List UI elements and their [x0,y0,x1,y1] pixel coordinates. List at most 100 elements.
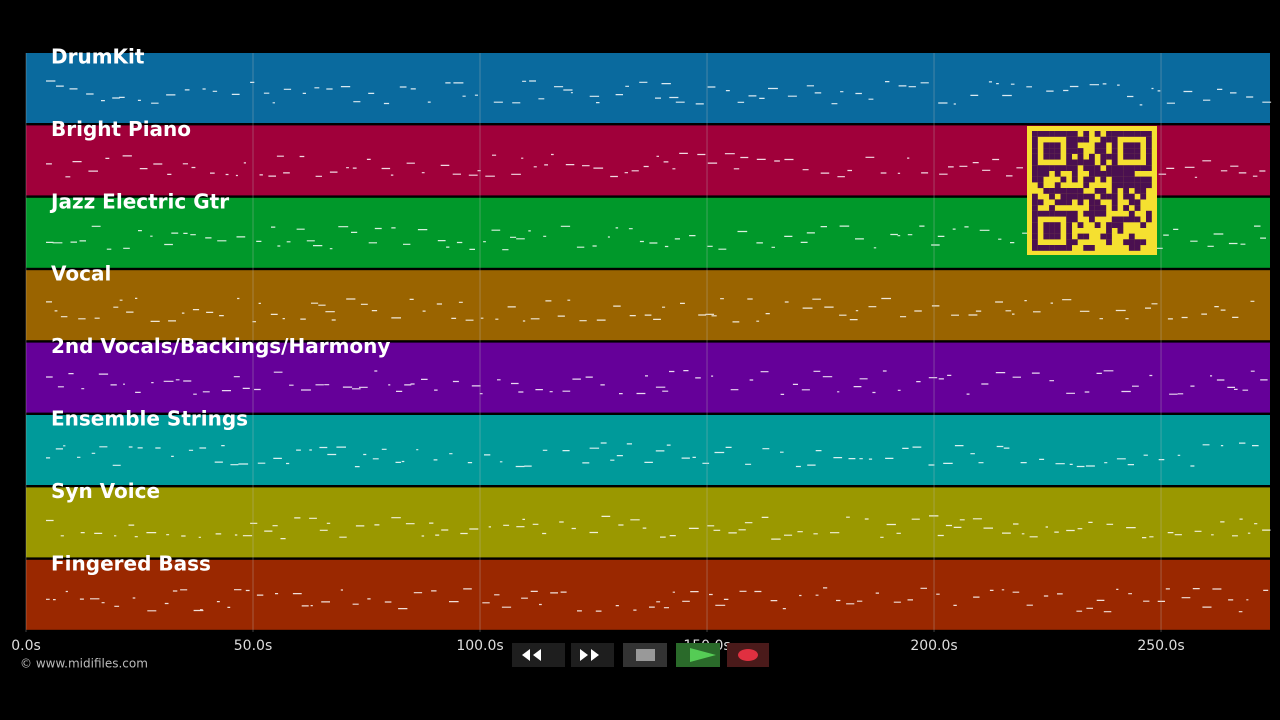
qr-cell [1140,193,1147,200]
qr-cell [1094,222,1101,228]
tick-label: 100.0s [456,638,503,654]
qr-cell [1128,193,1135,200]
qr-cell [1066,199,1072,206]
qr-cell [1128,239,1135,246]
qr-cell [1049,153,1055,160]
qr-cell [1083,165,1090,171]
qr-cell [1060,176,1067,183]
qr-cell [1134,131,1141,137]
track-lane [26,415,1270,485]
qr-cell [1106,239,1112,246]
notes [46,515,1271,540]
qr-cell [1094,148,1101,154]
qr-cell [1060,245,1067,251]
qr-cell [1037,131,1044,137]
qr-cell [1094,142,1101,149]
qr-cell [1054,245,1061,251]
qr-cell [1049,205,1055,211]
qr-cell [1043,131,1050,137]
qr-cell [1123,188,1129,194]
qr-cell [1100,188,1107,194]
qr-cell [1071,142,1078,149]
qr-cell [1066,245,1072,251]
qr-cell [1043,245,1050,251]
qr-cell [1032,142,1038,149]
qr-cell [1123,239,1129,246]
qr-cell [1146,153,1152,160]
qr-cell [1111,159,1118,166]
track-lane [26,487,1270,558]
qr-cell [1083,245,1090,251]
qr-cell [1071,176,1078,183]
qr-cell [1123,176,1129,183]
qr-cell [1049,165,1055,171]
qr-cell [1032,136,1038,143]
notes [46,297,1255,323]
qr-cell [1100,210,1107,217]
qr-cell [1060,131,1067,137]
qr-cell [1043,210,1050,217]
qr-cell [1117,216,1124,223]
qr-cell [1111,170,1118,177]
qr-cell [1146,159,1152,166]
qr-cell [1043,188,1050,194]
play-button[interactable] [676,643,720,667]
qr-cell [1146,216,1152,223]
qr-cell [1077,233,1084,240]
qr-cell [1094,188,1101,194]
track-label: Ensemble Strings [51,407,248,431]
rewind-button[interactable] [512,643,565,667]
qr-cell [1134,153,1141,160]
qr-cell [1134,182,1141,189]
qr-cell [1111,222,1118,228]
qr-cell [1054,170,1061,177]
qr-cell [1123,193,1129,200]
qr-cell [1049,245,1055,251]
qr-cell [1083,176,1090,183]
qr-cell [1032,176,1038,183]
track-label: DrumKit [51,45,145,69]
stop-button[interactable] [623,643,667,667]
qr-cell [1066,193,1072,200]
qr-cell [1043,148,1050,154]
qr-cell [1111,165,1118,171]
qr-cell [1071,193,1078,200]
qr-cell [1089,176,1095,183]
qr-cell [1032,159,1038,166]
qr-cell [1106,233,1112,240]
qr-cell [1066,222,1072,228]
qr-cell [1037,210,1044,217]
qr-cell [1037,245,1044,251]
qr-cell [1071,159,1078,166]
qr-cell [1123,142,1129,149]
qr-cell [1111,136,1118,143]
qr-cell [1111,199,1118,206]
qr-cell [1043,170,1050,177]
forward-button[interactable] [571,643,614,667]
qr-cell [1128,199,1135,206]
track-label: 2nd Vocals/Backings/Harmony [51,334,390,358]
record-button[interactable] [727,643,769,667]
qr-cell [1060,193,1067,200]
qr-cell [1071,170,1078,177]
qr-cell [1077,222,1084,228]
qr-cell [1054,153,1061,160]
qr-cell [1083,210,1090,217]
qr-cell [1117,176,1124,183]
tick-label: 0.0s [11,638,41,654]
qr-cell [1077,188,1084,194]
tick-label: 200.0s [910,638,957,654]
qr-cell [1032,245,1038,251]
qr-cell [1066,142,1072,149]
qr-cell [1054,210,1061,217]
qr-cell [1106,165,1112,171]
qr-cell [1032,170,1038,177]
qr-cell [1111,148,1118,154]
qr-cell [1054,131,1061,137]
qr-cell [1106,136,1112,143]
qr-cell [1146,148,1152,154]
qr-cell [1083,193,1090,200]
qr-cell [1066,148,1072,154]
qr-cell [1054,233,1061,240]
qr-cell [1071,148,1078,154]
